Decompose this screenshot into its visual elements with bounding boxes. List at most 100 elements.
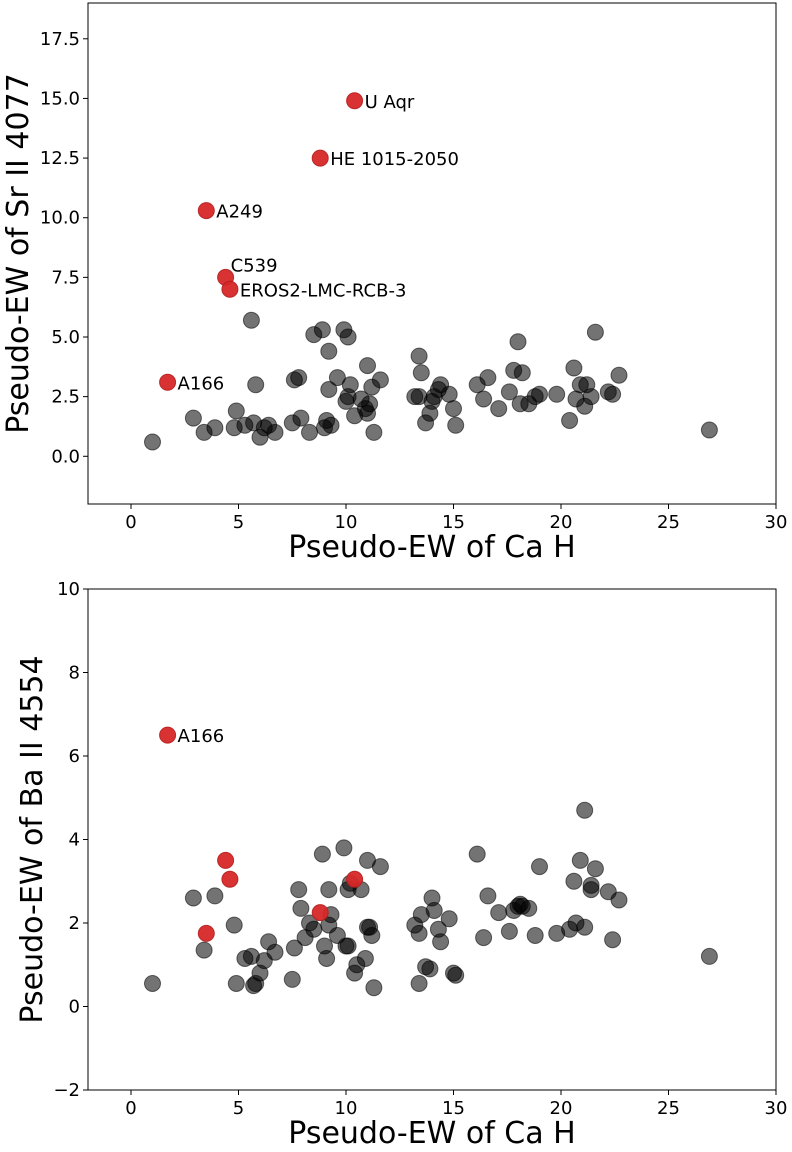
data-point-26 <box>328 369 346 387</box>
data-point-45 <box>410 924 428 942</box>
data-point-4 <box>225 916 243 934</box>
annotation-label-0: A166 <box>178 726 225 747</box>
x-tick-label-5: 25 <box>657 512 680 533</box>
data-point-73 <box>582 388 600 406</box>
data-point-41 <box>365 979 383 997</box>
data-point-40 <box>363 927 381 944</box>
y-tick-label-4: 6 <box>69 746 80 767</box>
y-axis-title: Pseudo-EW of Ba II 4554 <box>15 655 50 1023</box>
data-point-76 <box>582 876 600 894</box>
data-point-36 <box>359 357 376 375</box>
x-tick-label-6: 30 <box>765 1098 788 1119</box>
data-point-0 <box>144 433 161 451</box>
y-axis-title: Pseudo-EW of Sr II 4077 <box>1 73 36 434</box>
data-point-30 <box>339 328 357 346</box>
data-point-65 <box>531 385 548 403</box>
data-point-14 <box>283 970 301 988</box>
x-tick-label-2: 10 <box>335 1098 358 1119</box>
data-point-24 <box>320 342 338 360</box>
x-tick-label-5: 25 <box>657 1098 680 1119</box>
highlighted-point-4 <box>311 904 329 922</box>
plot-frame <box>87 2 777 505</box>
data-point-65 <box>520 899 538 917</box>
data-point-55 <box>475 390 493 408</box>
data-point-74 <box>586 323 604 341</box>
y-tick-label-0: −2 <box>53 1080 80 1101</box>
highlighted-point-5 <box>346 92 364 110</box>
data-point-66 <box>548 385 566 403</box>
data-point-20 <box>305 920 323 938</box>
highlighted-point-4 <box>311 149 329 167</box>
y-tick-label-1: 0 <box>69 997 80 1018</box>
annotation-label-3: C539 <box>231 255 278 276</box>
data-points <box>144 726 718 997</box>
data-point-17 <box>292 409 310 427</box>
data-point-62 <box>513 364 531 382</box>
data-point-21 <box>313 845 331 863</box>
data-point-44 <box>410 975 428 992</box>
data-point-18 <box>301 423 318 441</box>
y-tick-label-7: 17.5 <box>40 29 80 50</box>
data-point-7 <box>242 311 260 329</box>
y-tick-label-2: 5.0 <box>51 327 80 348</box>
y-tick-label-4: 10.0 <box>40 208 80 229</box>
highlighted-point-1 <box>197 924 215 942</box>
y-tick-label-6: 15.0 <box>40 88 80 109</box>
data-point-43 <box>410 347 428 365</box>
data-point-76 <box>604 385 622 403</box>
data-point-24 <box>320 881 338 899</box>
data-point-5 <box>227 402 245 420</box>
data-point-52 <box>432 933 450 951</box>
data-point-3 <box>206 419 224 437</box>
x-axis-title: Pseudo-EW of Ca H <box>288 530 575 565</box>
annotation-label-1: HE 1015-2050 <box>330 149 459 170</box>
data-point-57 <box>475 929 493 947</box>
y-tick-label-3: 7.5 <box>51 267 80 288</box>
x-axis-title: Pseudo-EW of Ca H <box>288 1116 575 1151</box>
data-point-44 <box>412 364 430 382</box>
data-point-58 <box>500 383 518 401</box>
x-tick-label-3: 15 <box>442 512 465 533</box>
data-point-20 <box>313 321 331 339</box>
sr-vs-ca-scatter-plot: 0 5 10 15 20 25 30 0.0 2.5 5.0 7.5 10.0 12.5 15.0 17.5… <box>1 2 787 565</box>
y-tick-label-5: 12.5 <box>40 148 80 169</box>
data-point-2 <box>195 941 213 959</box>
y-tick-label-2: 2 <box>69 913 80 934</box>
data-point-78 <box>700 421 718 439</box>
highlighted-point-3 <box>221 280 239 298</box>
data-points <box>144 92 718 451</box>
y-tick-label-0: 0.0 <box>51 446 80 467</box>
data-point-72 <box>571 851 589 869</box>
data-point-56 <box>479 369 497 387</box>
data-point-48 <box>421 960 439 978</box>
x-tick-label-3: 15 <box>442 1098 465 1119</box>
data-point-39 <box>365 423 383 441</box>
y-tick-label-6: 10 <box>57 579 80 600</box>
data-point-68 <box>565 359 583 377</box>
data-point-13 <box>266 423 284 441</box>
data-point-50 <box>425 902 443 919</box>
data-point-53 <box>447 416 465 434</box>
annotation-label-0: U Aqr <box>365 92 415 113</box>
data-point-3 <box>206 887 224 905</box>
data-point-37 <box>361 395 379 413</box>
data-point-77 <box>610 366 628 384</box>
x-tick-label-1: 5 <box>233 1098 244 1119</box>
data-point-56 <box>468 845 486 863</box>
x-tick-label-1: 5 <box>233 512 244 533</box>
data-point-23 <box>318 950 336 967</box>
data-point-53 <box>440 910 458 928</box>
x-tick-label-4: 20 <box>550 512 573 533</box>
highlighted-point-0 <box>159 373 177 391</box>
data-point-67 <box>561 412 579 429</box>
data-point-36 <box>356 950 374 967</box>
data-point-52 <box>445 400 462 418</box>
data-point-40 <box>371 371 389 389</box>
y-tick-label-1: 2.5 <box>51 387 80 408</box>
highlighted-point-0 <box>159 726 177 744</box>
data-point-1 <box>184 409 202 427</box>
y-tick-label-3: 4 <box>69 830 80 851</box>
data-point-73 <box>576 918 594 936</box>
